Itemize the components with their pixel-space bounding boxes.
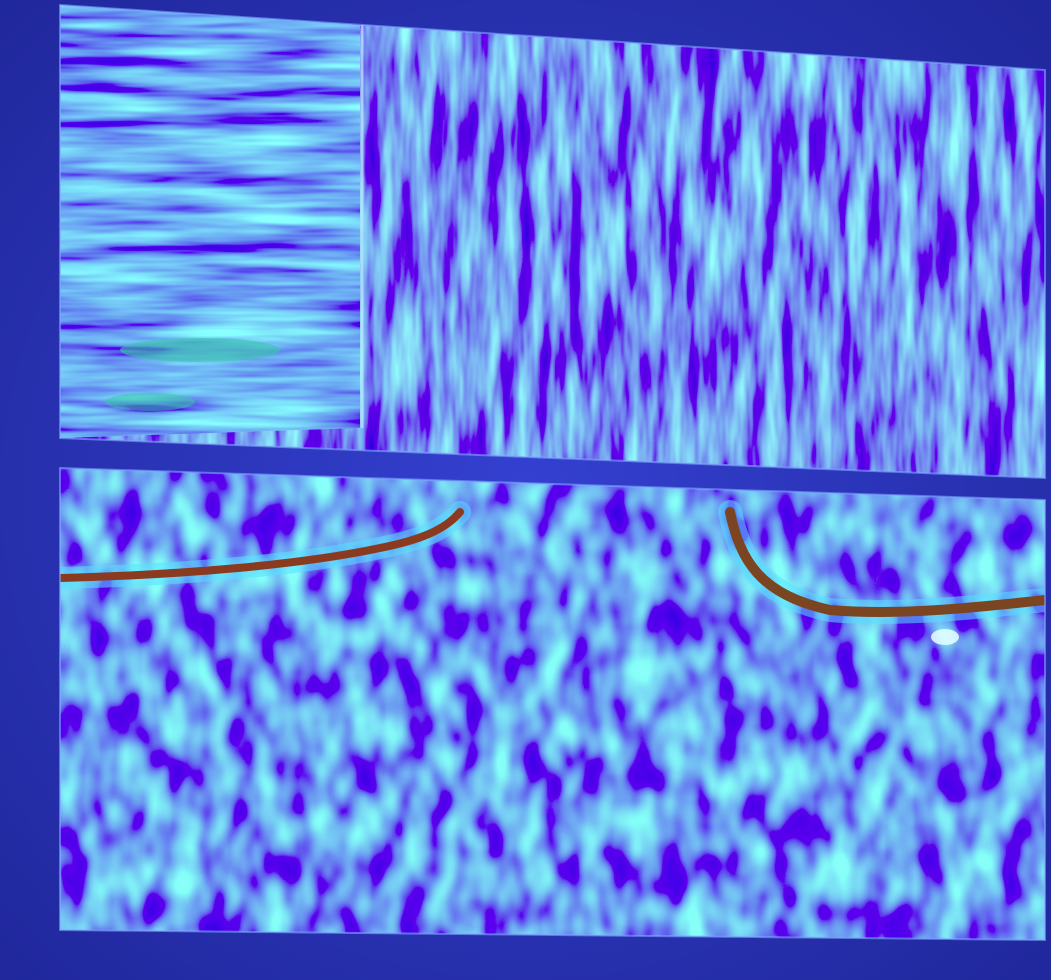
bottom-frame bbox=[59, 466, 1046, 942]
top-frame bbox=[59, 3, 1046, 480]
bottom-spectrogram bbox=[60, 468, 1045, 940]
top-left-region bbox=[60, 5, 360, 438]
